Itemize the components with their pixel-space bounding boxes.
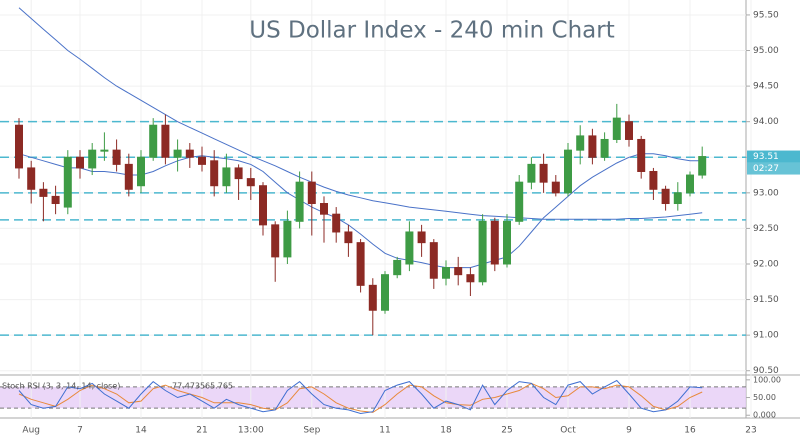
candle-body (417, 231, 426, 244)
candle-body (612, 117, 621, 140)
y-tick-label: 90.50 (753, 366, 779, 376)
indicator-band (0, 386, 746, 409)
candle-body (442, 267, 450, 279)
candle-body (246, 178, 255, 187)
y-tick-label: 93.00 (753, 188, 779, 198)
candle-body (490, 220, 499, 265)
stoch-k-line (18, 379, 703, 415)
candle-body (686, 174, 694, 194)
candle-body (112, 149, 121, 165)
candle-body (161, 124, 170, 158)
indicator-y-tick-label: 0.000 (753, 411, 776, 420)
candle-body (503, 220, 511, 265)
candle-body (210, 160, 219, 187)
candle-body (198, 156, 206, 165)
x-tick-label: 9 (626, 426, 632, 436)
candle-body (320, 203, 328, 215)
candle-body (137, 156, 145, 187)
x-tick-label: Oct (560, 426, 576, 436)
x-tick-label: 23 (745, 426, 756, 436)
candle-body (271, 224, 280, 258)
candle-body (478, 220, 487, 283)
candle-body (405, 231, 414, 265)
indicator-y-tick-label: 100.00 (753, 375, 781, 384)
candle-body (625, 121, 633, 140)
candle-body (673, 192, 682, 205)
candle-body (259, 185, 267, 226)
y-tick-label: 92.50 (753, 224, 779, 234)
y-tick-label: 91.50 (753, 295, 779, 305)
y-tick-label: 95.00 (753, 46, 779, 56)
candle-body (454, 267, 463, 276)
last-price-box (747, 150, 800, 163)
candle-body (27, 167, 36, 190)
x-tick-label: 16 (684, 426, 696, 436)
candle-body (344, 231, 353, 244)
chart-title: US Dollar Index - 240 min Chart (249, 18, 615, 44)
candle-body (527, 163, 536, 183)
y-tick-label: 92.00 (753, 259, 779, 269)
candle-body (576, 135, 585, 151)
candle-body (63, 156, 72, 208)
candle-body (100, 149, 109, 152)
candle-body (173, 149, 182, 158)
candle-body (124, 163, 133, 190)
countdown-box (747, 162, 800, 175)
candle-body (51, 195, 60, 205)
x-tick-label: 25 (501, 426, 512, 436)
moving-average (18, 153, 703, 269)
x-tick-label: 13:00 (238, 426, 264, 436)
y-tick-label: 95.50 (753, 10, 779, 20)
candle-body (185, 149, 194, 158)
candle-body (551, 181, 560, 194)
candle-body (515, 181, 524, 222)
indicator-d-value: 65.765 (205, 382, 233, 391)
candle-body (393, 259, 402, 276)
x-tick-label: 7 (77, 426, 83, 436)
stoch-d-line (18, 382, 703, 413)
x-tick-label: Sep (303, 426, 320, 436)
indicator-y-tick-label: 50.00 (753, 393, 776, 402)
countdown-label: 02:27 (753, 164, 779, 174)
last-price-label: 93.51 (753, 152, 779, 162)
candle-body (234, 167, 243, 180)
indicator-k-value: 77.4735 (172, 382, 205, 391)
candle-body (39, 188, 48, 197)
y-tick-label: 94.50 (753, 82, 779, 92)
candle-body (76, 156, 84, 169)
candle-body (332, 213, 341, 233)
candle-body (15, 124, 23, 169)
x-tick-label: 21 (196, 426, 207, 436)
candle-body (661, 188, 670, 205)
indicator-name: Stoch RSI (3, 3, 14, 14, close) (2, 382, 120, 391)
candle-body (356, 242, 365, 286)
candle-body (698, 156, 707, 176)
candle-body (307, 181, 316, 205)
moving-average (18, 7, 703, 220)
x-tick-label: 11 (379, 426, 390, 436)
x-tick-label: 18 (440, 426, 452, 436)
candle-body (368, 284, 377, 311)
candle-body (588, 135, 597, 158)
candle-body (88, 149, 97, 169)
y-tick-label: 91.00 (753, 331, 779, 341)
candle-body (649, 170, 658, 190)
candle-body (295, 181, 304, 222)
candle-body (600, 138, 609, 158)
candle-body (466, 274, 475, 283)
candle-body (429, 242, 438, 279)
candle-body (564, 149, 572, 194)
candle-body (222, 167, 231, 187)
candle-body (637, 138, 646, 172)
x-tick-label: Aug (22, 426, 40, 436)
candle-body (381, 274, 389, 311)
candle-body (539, 163, 548, 183)
candle-body (149, 124, 158, 158)
x-tick-label: 14 (135, 426, 147, 436)
y-tick-label: 94.00 (753, 117, 779, 127)
candle-body (283, 220, 292, 258)
